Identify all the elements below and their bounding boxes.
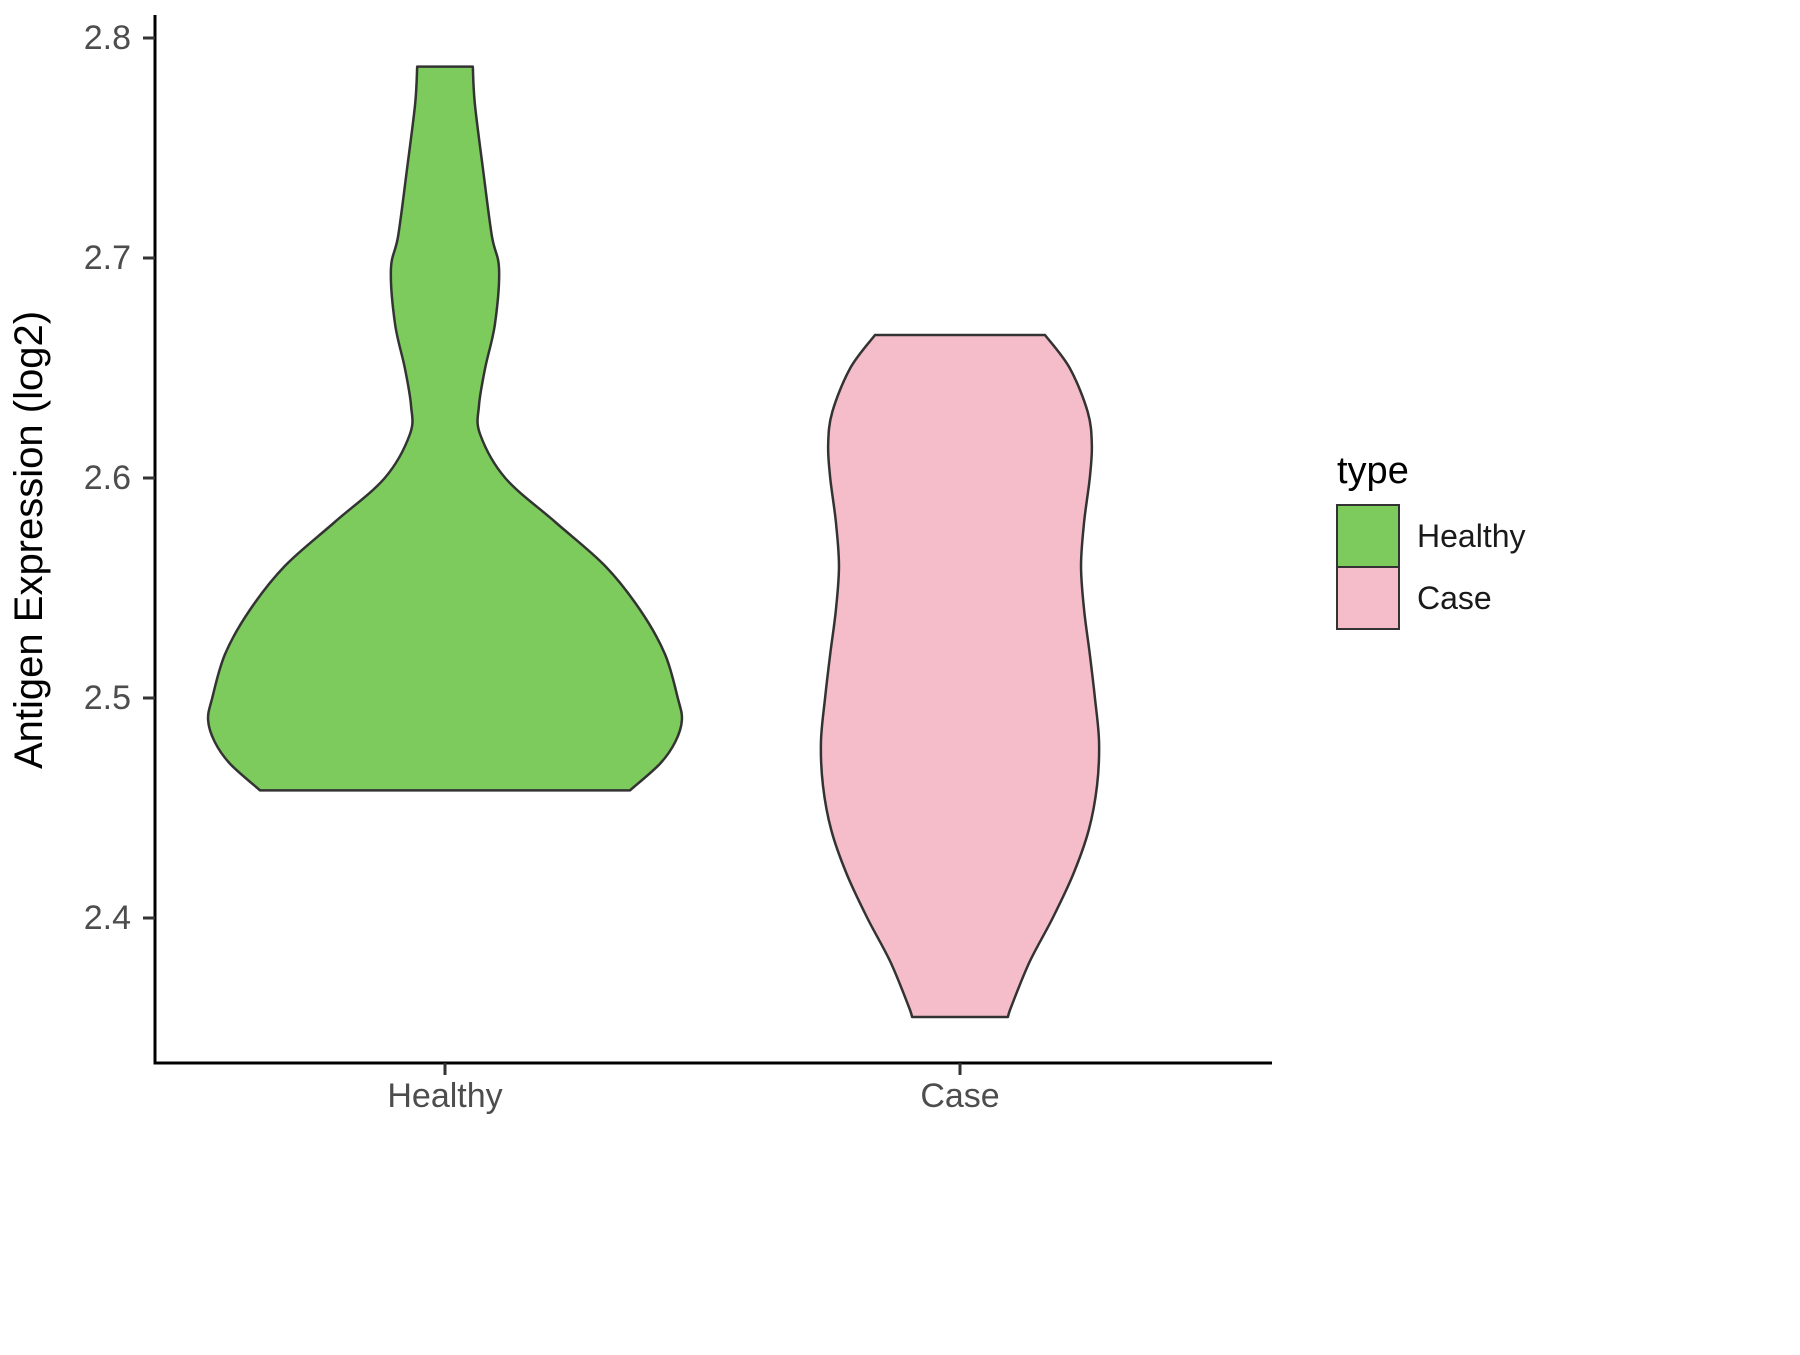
y-tick-label: 2.5 [84,679,131,717]
violin-layer [206,65,1101,1019]
y-tick-label: 2.7 [84,239,131,277]
legend-entries: Healthy Case [1336,504,1526,630]
y-tick-label: 2.8 [84,19,131,57]
legend-title: type [1337,450,1409,492]
violin-case [819,333,1101,1019]
legend-key-healthy [1336,504,1400,568]
legend-label-case: Case [1417,580,1492,616]
y-tick-label: 2.4 [84,899,131,937]
x-tick-label-healthy: Healthy [387,1077,502,1115]
x-axis-ticks: Healthy Case [387,1063,1000,1115]
legend-key-case [1336,566,1400,630]
x-tick-label-case: Case [920,1077,999,1115]
violin-healthy [206,65,684,792]
legend-label-healthy: Healthy [1417,518,1526,554]
legend: type Healthy Case [1336,450,1526,630]
y-tick-label: 2.6 [84,459,131,497]
y-axis-title: Antigen Expression (log2) [7,311,51,769]
y-axis-ticks: 2.4 2.5 2.6 2.7 2.8 [84,19,155,937]
